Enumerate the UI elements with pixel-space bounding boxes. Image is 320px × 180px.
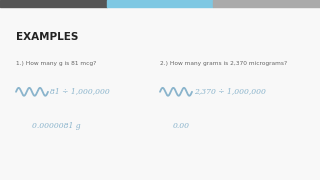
Text: 1.) How many g is 81 mcg?: 1.) How many g is 81 mcg?	[16, 61, 96, 66]
Bar	[107, 0, 213, 7]
Bar	[213, 0, 320, 7]
Text: EXAMPLES: EXAMPLES	[16, 32, 78, 42]
Text: 81 ÷ 1,000,000: 81 ÷ 1,000,000	[50, 87, 109, 95]
Text: 0.00: 0.00	[173, 122, 190, 130]
Bar	[0, 0, 107, 7]
Text: 2.) How many grams is 2,370 micrograms?: 2.) How many grams is 2,370 micrograms?	[160, 61, 287, 66]
Text: 2,370 ÷ 1,000,000: 2,370 ÷ 1,000,000	[194, 87, 266, 95]
Text: 0.0000081 g: 0.0000081 g	[32, 122, 81, 130]
